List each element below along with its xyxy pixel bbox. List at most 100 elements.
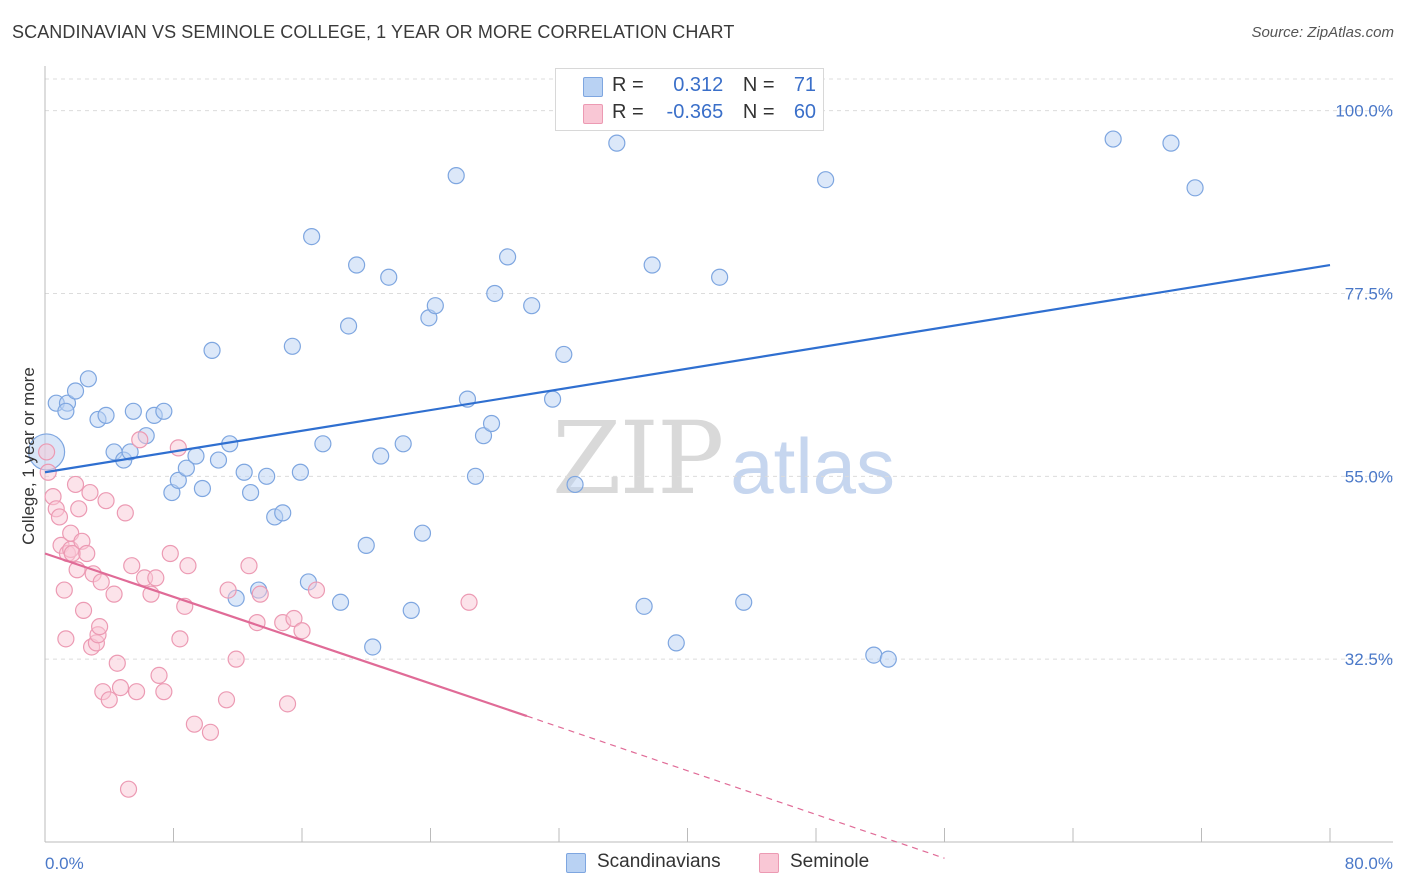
series-legend-seminole: Seminole bbox=[759, 851, 869, 873]
scandinavian-point bbox=[817, 171, 835, 189]
scandinavian-point bbox=[711, 268, 729, 286]
watermark-atlas: atlas bbox=[730, 422, 896, 510]
scandinavian-point bbox=[283, 337, 301, 355]
legend-n-value: 60 bbox=[793, 101, 817, 123]
seminole-point bbox=[119, 780, 138, 798]
scandinavian-point bbox=[486, 284, 504, 303]
correlation-legend: R = 0.312 N = 71 R = -0.365 N = 60 bbox=[555, 68, 824, 131]
scandinavian-point bbox=[1162, 134, 1180, 152]
source-credit: Source: ZipAtlas.com bbox=[1251, 24, 1394, 41]
seminole-point bbox=[108, 654, 126, 672]
scandinavian-point bbox=[155, 402, 173, 420]
scandinavian-point bbox=[394, 435, 412, 453]
scandinavian-point bbox=[203, 341, 221, 359]
legend-swatch-scandinavians bbox=[583, 77, 603, 97]
seminole-point bbox=[123, 557, 141, 575]
seminole-trend-line bbox=[44, 552, 528, 718]
seminole-point bbox=[81, 483, 99, 502]
seminole-point bbox=[150, 666, 168, 685]
seminole-point bbox=[38, 443, 56, 461]
scandinavian-point bbox=[57, 402, 75, 420]
seminole-point bbox=[74, 601, 93, 620]
seminole-point bbox=[219, 581, 237, 599]
scandinavian-point bbox=[169, 471, 187, 489]
scandinavian-point bbox=[193, 479, 212, 498]
data-points bbox=[28, 85, 1204, 798]
seminole-point bbox=[100, 691, 118, 709]
scandinavian-point bbox=[177, 459, 195, 477]
y-tick-label: 77.5% bbox=[1345, 284, 1393, 303]
seminole-point bbox=[50, 508, 69, 526]
seminole-point bbox=[92, 573, 110, 591]
scandinavian-point bbox=[124, 402, 142, 420]
axis-labels: 100.0% 77.5% 55.0% 32.5% 0.0% 80.0% College, 1… bbox=[19, 102, 1393, 873]
legend-r-label: R = bbox=[612, 101, 644, 123]
scandinavian-point bbox=[209, 451, 228, 469]
x-tick-label-max: 80.0% bbox=[1345, 854, 1393, 873]
scandinavian-point bbox=[735, 593, 753, 611]
y-axis-title: College, 1 year or more bbox=[19, 367, 38, 545]
scandinavian-point bbox=[426, 297, 444, 315]
y-tick-label: 32.5% bbox=[1345, 650, 1393, 669]
trend-lines bbox=[44, 263, 1331, 859]
scandinavian-point bbox=[667, 634, 685, 652]
scandinavian-point bbox=[413, 524, 432, 542]
legend-text-scandinavians: R = 0.312 N = 71 bbox=[612, 74, 816, 97]
scandinavian-point bbox=[314, 435, 332, 453]
legend-n-label: N = bbox=[742, 101, 775, 123]
scandinavian-point bbox=[242, 483, 260, 502]
scandinavian-point bbox=[380, 268, 398, 286]
seminole-point bbox=[147, 569, 165, 587]
scandinavian-point bbox=[1186, 179, 1204, 197]
scandinavian-point bbox=[543, 390, 562, 408]
seminole-point bbox=[70, 500, 88, 518]
scandinavian-point bbox=[865, 646, 883, 664]
scandinavian-point bbox=[1104, 130, 1122, 148]
seminole-point bbox=[97, 492, 115, 510]
legend-r-value: -0.365 bbox=[666, 101, 724, 123]
scandinavian-point bbox=[291, 463, 309, 481]
seminole-point bbox=[179, 557, 197, 575]
seminole-point bbox=[155, 683, 173, 701]
seminole-point bbox=[278, 695, 297, 713]
watermark-zip: ZIP bbox=[552, 400, 724, 517]
seminole-point bbox=[185, 715, 203, 733]
legend-r-value: 0.312 bbox=[673, 74, 724, 96]
scandinavian-point bbox=[357, 536, 375, 554]
seminole-point bbox=[460, 593, 478, 611]
seminole-point bbox=[307, 581, 326, 599]
scandinavian-point bbox=[499, 248, 517, 266]
seminole-point bbox=[293, 622, 311, 640]
seminole-point bbox=[227, 650, 245, 668]
seminole-point bbox=[285, 609, 303, 628]
seminole-point bbox=[161, 544, 179, 563]
series-swatch-scandinavians bbox=[566, 853, 586, 873]
scandinavian-point bbox=[643, 256, 661, 274]
scandinavian-point bbox=[235, 463, 253, 481]
scandinavian-point bbox=[258, 467, 276, 485]
scandinavian-trend-line bbox=[44, 263, 1331, 474]
seminole-point bbox=[55, 581, 73, 599]
seminole-point bbox=[116, 504, 134, 522]
seminole-point bbox=[217, 691, 236, 709]
scandinavian-point bbox=[97, 406, 115, 424]
seminole-point bbox=[201, 723, 220, 741]
scandinavian-point bbox=[274, 504, 292, 522]
scandinavian-point bbox=[187, 447, 205, 465]
scandinavian-point bbox=[466, 467, 485, 485]
legend-r-label: R = bbox=[612, 74, 644, 96]
series-label-seminole: Seminole bbox=[790, 851, 870, 872]
seminole-point bbox=[251, 585, 269, 603]
seminole-point bbox=[91, 618, 109, 636]
scandinavian-point bbox=[523, 297, 541, 315]
watermark: ZIP atlas bbox=[552, 400, 895, 517]
seminole-point bbox=[169, 439, 187, 457]
scandinavian-point bbox=[635, 597, 653, 615]
seminole-point bbox=[240, 557, 258, 575]
seminole-point bbox=[66, 475, 85, 494]
x-tick-label-min: 0.0% bbox=[45, 854, 84, 873]
series-swatch-seminole bbox=[759, 853, 779, 873]
y-tick-label: 55.0% bbox=[1345, 467, 1393, 486]
legend-text-seminole: R = -0.365 N = 60 bbox=[612, 101, 816, 124]
